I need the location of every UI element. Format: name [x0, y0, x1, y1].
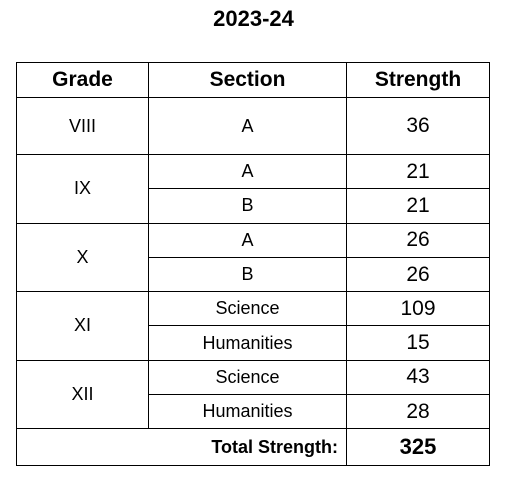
total-value: 325 [346, 428, 490, 467]
column-header: Strength [346, 62, 490, 98]
strength-cell: 21 [346, 188, 490, 224]
total-empty-cell [16, 428, 149, 467]
grade-cell: XII [16, 359, 149, 430]
total-label: Total Strength: [148, 428, 347, 467]
table-row: VIII A 36 [16, 97, 490, 155]
strength-table: Grade Section Strength VIII A 36 IX A 21 B 21 X A 26… [16, 62, 490, 467]
grade-cell: X [16, 222, 149, 293]
strength-cell: 26 [346, 256, 490, 293]
strength-cell: 15 [346, 325, 490, 361]
strength-cell: 43 [346, 359, 490, 396]
strength-cell: 21 [346, 153, 490, 190]
table-row: B 21 [17, 188, 490, 224]
table-row: Humanities 15 [17, 325, 490, 361]
section-cell: A [148, 97, 347, 155]
section-cell: B [148, 188, 347, 224]
strength-cell: 36 [346, 97, 490, 155]
table-header: Grade Section Strength [16, 62, 490, 98]
column-header: Grade [16, 62, 149, 98]
strength-cell: 109 [346, 291, 490, 327]
table-row: IX A 21 [16, 153, 490, 224]
strength-cell: 26 [346, 222, 490, 258]
header-row: Grade Section Strength [16, 62, 490, 98]
strength-cell: 28 [346, 394, 490, 430]
section-cell: B [148, 256, 347, 293]
table-row: Humanities 28 [17, 394, 490, 430]
section-cell: Science [148, 291, 347, 327]
table-body: VIII A 36 IX A 21 B 21 X A 26 B 26 XI Science 109 Humani… [16, 97, 490, 467]
section-cell: Science [148, 359, 347, 396]
grade-cell: XI [16, 291, 149, 361]
column-header: Section [148, 62, 347, 98]
table-row: XII Science 43 [16, 359, 490, 430]
grade-cell: IX [16, 154, 149, 224]
section-cell: Humanities [148, 394, 347, 430]
total-row: Total Strength: 325 [16, 428, 490, 467]
section-cell: Humanities [148, 325, 347, 361]
grade-cell: VIII [16, 97, 149, 155]
table-row: X A 26 [16, 222, 490, 293]
section-cell: A [148, 153, 347, 190]
section-cell: A [148, 222, 347, 258]
title: 2023-24 [213, 6, 294, 31]
table-row: XI Science 109 [16, 291, 490, 361]
